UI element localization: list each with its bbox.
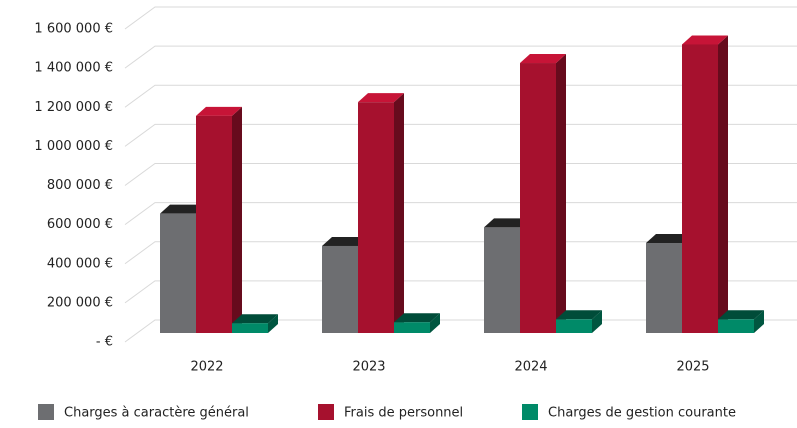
bar-front [682,44,718,333]
y-tick-label: 600 000 € [47,217,113,232]
bar-front [196,115,232,333]
bar-front [718,319,754,333]
bar [232,314,278,333]
grid-line [124,280,797,304]
x-tick-label: 2022 [190,360,223,375]
bar-top [322,236,368,246]
bar-side [268,314,278,333]
y-tick-label: - € [96,335,113,350]
bar-side [754,310,764,333]
bar-top [160,204,206,214]
bar-top [682,35,728,45]
grid-line [124,123,797,147]
bar-top [232,314,278,324]
bar-top [718,310,764,320]
bar [682,35,728,333]
bar-top [196,106,242,116]
y-tick-label: 1 400 000 € [34,61,113,76]
bar [358,93,404,333]
bar [394,313,440,333]
legend-label: Charges à caractère général [64,406,249,421]
bar-top [358,93,404,103]
bar-top [484,218,530,228]
bar-top [646,234,692,244]
bar-top [520,54,566,64]
grid-line [124,84,797,108]
bar-front [394,322,430,333]
grid-line [124,6,797,30]
x-tick-label: 2024 [514,360,547,375]
y-tick-label: 1 600 000 € [34,22,113,37]
grid-line [124,202,797,226]
x-tick-label: 2025 [676,360,709,375]
bar-top [394,313,440,323]
y-tick-label: 1 000 000 € [34,139,113,154]
bar-top [556,310,602,320]
bar [520,54,566,333]
bar-front [322,245,358,333]
bar-front [484,227,520,333]
bar-front [520,63,556,333]
grid-line [124,163,797,186]
x-tick-label: 2023 [352,360,385,375]
bar [556,310,602,333]
bar-side [430,313,440,333]
legend-label: Frais de personnel [344,406,463,421]
bar [196,106,242,333]
bar-side [718,35,728,333]
bar-side [394,93,404,333]
y-tick-label: 1 200 000 € [34,100,113,115]
bar [718,310,764,333]
y-tick-label: 800 000 € [47,178,113,193]
bar-front [556,319,592,333]
legend-label: Charges de gestion courante [548,406,736,421]
bar-front [646,243,682,333]
bar-front [358,102,394,333]
legend-swatch [522,404,538,420]
bar-front [232,323,268,333]
grid-line [124,45,797,69]
grid-line [124,241,797,265]
bar-front [160,213,196,333]
legend-swatch [38,404,54,420]
legend-swatch [318,404,334,420]
bar-side [592,310,602,333]
y-tick-label: 400 000 € [47,256,113,271]
bar-side [232,106,242,333]
bar-side [556,54,566,333]
y-tick-label: 200 000 € [47,295,113,310]
